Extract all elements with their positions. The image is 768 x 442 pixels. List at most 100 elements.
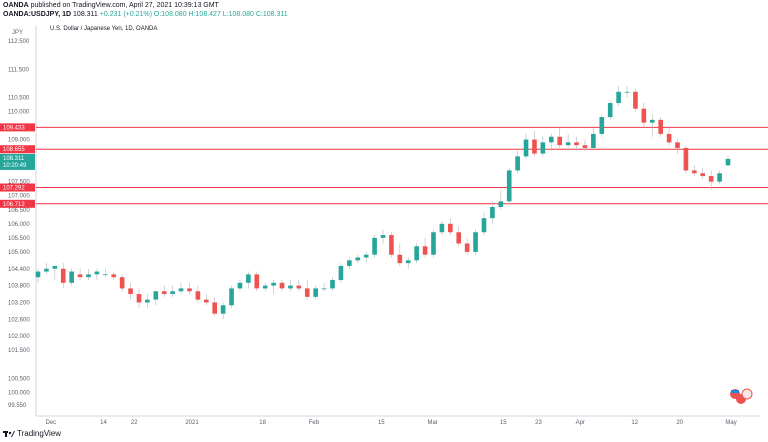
candle-body (565, 142, 571, 146)
candle-body (136, 294, 142, 303)
candle-body (380, 235, 386, 238)
price-axis-currency: JPY (12, 30, 23, 36)
candle-body (187, 288, 192, 292)
candle-body (439, 223, 445, 233)
candle-body (195, 291, 201, 300)
candle-body (599, 117, 605, 134)
level-label-bg (0, 123, 35, 132)
candle-body (515, 156, 520, 171)
time-tick-label: May (725, 420, 736, 426)
candle-body (86, 274, 91, 278)
candle-body (481, 218, 487, 233)
time-tick-label: Apr (576, 420, 585, 426)
price-tick-label: 107.500 (8, 180, 30, 186)
candle-body (313, 288, 318, 297)
candle-body (397, 254, 403, 264)
price-tick-label: 107.000 (8, 194, 30, 200)
ohlc-values: O:108.080 H:108.427 L:108.080 C:108.311 (153, 11, 288, 18)
candle-body (347, 260, 352, 266)
candle-body (128, 288, 133, 295)
candle-body (262, 285, 268, 289)
last-price: 108.311 (73, 11, 98, 18)
candle-body (658, 119, 663, 134)
time-tick-label: 14 (100, 420, 107, 426)
price-tick-label: 102.000 (8, 334, 30, 340)
candle-body (321, 288, 327, 290)
candle-body (641, 108, 647, 123)
time-tick-label: 23 (535, 420, 542, 426)
candle-body (557, 136, 563, 146)
time-tick-label: 15 (500, 420, 507, 426)
price-tick-label: 106.500 (8, 208, 30, 214)
candle-body (111, 274, 117, 278)
candle-body (405, 260, 411, 264)
price-tick-label: 110.000 (8, 109, 30, 115)
candle-body (607, 103, 613, 118)
candle-body (473, 232, 478, 252)
time-tick-label: 12 (631, 420, 638, 426)
current-price-label-bg (0, 153, 35, 170)
event-flags-icon[interactable] (728, 386, 754, 408)
tradingview-logo-icon (3, 430, 15, 438)
candle-body (649, 119, 655, 123)
candle-body (389, 235, 394, 255)
tradingview-brand: TradingView (17, 429, 62, 438)
candle-body (279, 282, 285, 289)
candle-body (161, 291, 167, 295)
chart-legend-title: U.S. Dollar / Japanese Yen, 1D, OANDA (50, 26, 158, 32)
time-tick-label: 18 (259, 420, 266, 426)
candle-body (548, 136, 554, 143)
candle-body (523, 139, 529, 157)
candle-body (464, 243, 470, 252)
publisher-rest: published on TradingView.com, April 27, … (28, 2, 219, 9)
candle-body (60, 268, 66, 283)
candle-body (145, 299, 150, 303)
candle-body (304, 288, 310, 297)
price-tick-label: 101.500 (8, 348, 30, 354)
candle-body (666, 133, 672, 143)
candle-body (69, 271, 74, 283)
time-tick-label: Dec (45, 420, 56, 426)
price-tick-label: 110.500 (8, 95, 30, 101)
candle-body (582, 145, 588, 148)
candle-body (94, 271, 100, 275)
current-price-time: 10:20:49 (3, 163, 27, 169)
candle-body (170, 291, 175, 295)
candle-body (414, 246, 419, 261)
level-label: 107.292 (3, 186, 25, 192)
candle-body (616, 91, 621, 104)
symbol-name: OANDA:USDJPY, 1D (3, 11, 72, 18)
level-label-bg (0, 145, 35, 154)
level-label-bg (0, 183, 35, 192)
candle-body (254, 274, 260, 289)
time-tick-label: 2021 (185, 420, 199, 426)
candle-body (52, 265, 58, 269)
candle-body (700, 173, 706, 177)
candle-body (355, 257, 361, 261)
candle-body (271, 282, 276, 286)
symbol-line: OANDA:USDJPY, 1D 108.311 +0.231 (+0.21%)… (3, 10, 288, 19)
price-tick-label: 102.600 (8, 317, 30, 323)
candle-body (725, 158, 731, 166)
level-label: 106.712 (3, 202, 25, 208)
footer: TradingView (3, 429, 61, 438)
candle-body (717, 173, 722, 182)
candle-body (338, 265, 344, 280)
candle-body (422, 246, 428, 255)
price-tick-label: 100.500 (8, 376, 30, 382)
candle-body (246, 274, 251, 283)
price-tick-label: 103.800 (8, 284, 30, 290)
candle-body (77, 274, 83, 278)
price-change: +0.231 (+0.21%) (99, 11, 152, 18)
level-label: 108.655 (3, 147, 25, 153)
candle-body (540, 142, 546, 154)
candle-body (448, 223, 453, 233)
candle-body (103, 274, 108, 276)
time-tick-label: Mar (427, 420, 437, 426)
candle-body (330, 279, 335, 289)
price-tick-label: 109.000 (8, 138, 30, 144)
candle-body (490, 206, 495, 219)
price-tick-label: 104.400 (8, 267, 30, 273)
level-label-bg (0, 199, 35, 208)
